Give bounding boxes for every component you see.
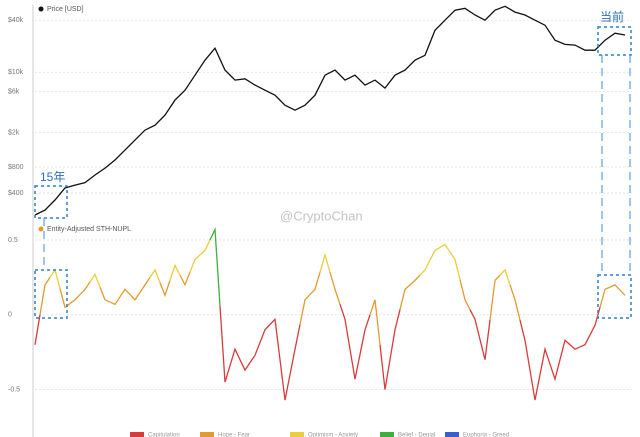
nupl-segment (309, 271, 321, 296)
nupl-segment (539, 346, 551, 375)
legend-swatch (290, 432, 304, 437)
nupl-segment (269, 317, 281, 360)
nupl-segment (289, 324, 301, 375)
nupl-segment (439, 243, 451, 253)
price-line (34, 5, 626, 216)
nupl-segment (429, 246, 441, 261)
nupl-segment (49, 268, 61, 289)
nupl-segment (299, 294, 311, 325)
legend-label: Entity-Adjusted STH-NUPL (47, 226, 131, 233)
y-tick-label: $400 (8, 190, 24, 197)
nupl-segment (209, 226, 221, 306)
box (34, 185, 68, 219)
nupl-segment (459, 279, 471, 310)
nupl-segment (249, 342, 261, 364)
nupl-segment (99, 286, 111, 303)
y-tick-label: $6k (8, 88, 20, 95)
nupl-segment (369, 299, 381, 345)
nupl-segment (119, 288, 131, 298)
nupl-segment (479, 319, 491, 360)
nupl-segment (229, 347, 241, 366)
legend-label: Euphoria - Greed (463, 433, 509, 437)
legend-label: Price [USD] (47, 6, 84, 13)
legend-swatch (130, 432, 144, 437)
nupl-segment (489, 274, 501, 321)
nupl-segment (39, 277, 51, 315)
nupl-segment (569, 344, 581, 350)
nupl-segment (259, 324, 271, 343)
watermark: @CryptoChan (280, 208, 363, 223)
nupl-segment (559, 339, 571, 360)
y-tick-label: $40k (8, 17, 24, 24)
nupl-segment (519, 319, 531, 371)
nupl-segment (359, 314, 371, 355)
nupl-segment (179, 271, 191, 287)
nupl-segment (159, 280, 171, 298)
nupl-segment (329, 271, 341, 305)
nupl-segment (279, 359, 291, 401)
y-tick-label: 0.5 (8, 237, 18, 244)
nupl-segment (579, 334, 591, 348)
nupl-segment (189, 254, 201, 273)
nupl-segment (219, 305, 231, 383)
nupl-segment (169, 263, 181, 281)
box (34, 269, 68, 319)
nupl-segment (379, 344, 391, 390)
nupl-segment (469, 309, 481, 340)
nupl-segment (509, 284, 521, 321)
nupl-segment (129, 291, 141, 301)
legend-label: Capitulation (148, 433, 180, 437)
nupl-segment (199, 239, 211, 256)
legend-swatch (445, 432, 459, 437)
y-tick-label: $800 (8, 164, 24, 171)
nupl-segment (139, 277, 151, 293)
nupl-segment (79, 281, 91, 296)
nupl-segment (449, 251, 461, 280)
nupl-segment (619, 289, 626, 296)
box (597, 274, 632, 319)
annotation: 当前 (600, 9, 624, 24)
nupl-segment (499, 268, 511, 286)
nupl-segment (69, 294, 81, 305)
nupl-segment (349, 349, 361, 380)
annotation: 15年 (40, 170, 65, 184)
y-tick-label: $2k (8, 129, 20, 136)
box (597, 26, 632, 56)
nupl-segment (339, 304, 351, 350)
legend-label: Optimism - Anxiety (308, 433, 358, 437)
legend-swatch (200, 432, 214, 437)
nupl-segment (149, 268, 161, 283)
nupl-segment (34, 314, 41, 345)
nupl-segment (89, 272, 101, 288)
plot: $400 $800 $2k $6k $10k $40k Price [USD] 0.5 0 -0.… (8, 5, 632, 437)
nupl-segment (319, 252, 331, 273)
nupl-segment (239, 359, 251, 372)
nupl-segment (609, 284, 621, 291)
y-tick-label: -0.5 (8, 386, 20, 393)
legend-label: Belief - Denial (398, 433, 435, 437)
nupl-segment (529, 370, 541, 401)
y-tick-label: $10k (8, 69, 24, 76)
y-tick-label: 0 (8, 312, 12, 319)
annotation-boxes (34, 26, 632, 319)
legend-marker (38, 226, 44, 232)
nupl-segment (549, 359, 561, 382)
legend-swatch (380, 432, 394, 437)
nupl-segment (599, 286, 611, 308)
nupl-segment (589, 307, 601, 336)
legend-marker (38, 6, 44, 12)
nupl-segment (389, 309, 401, 360)
nupl-segment (59, 288, 71, 309)
nupl-segment (409, 274, 421, 286)
nupl-segment (399, 284, 411, 310)
nupl-segment (419, 259, 431, 276)
legend-label: Hope - Fear (218, 433, 250, 437)
nupl-segment (109, 296, 121, 306)
